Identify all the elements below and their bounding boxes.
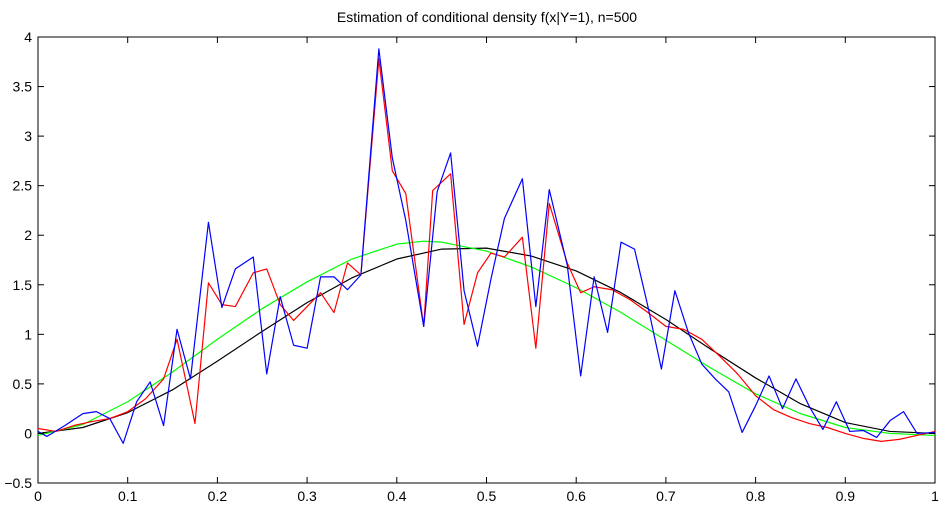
x-tick-label: 0.1 <box>118 488 138 504</box>
y-tick-label: 2.5 <box>13 178 33 194</box>
x-tick-label: 0.7 <box>656 488 676 504</box>
x-tick-label: 0.6 <box>566 488 586 504</box>
y-tick-label: 1.5 <box>13 277 33 293</box>
series-line-3 <box>37 48 936 444</box>
y-tick-label: 2 <box>24 227 32 243</box>
x-tick-label: 0.2 <box>208 488 228 504</box>
x-tick-label: 1 <box>931 488 939 504</box>
y-tick-label: 3 <box>24 128 32 144</box>
y-tick-label: 0 <box>24 425 32 441</box>
x-tick-label: 0.4 <box>387 488 407 504</box>
y-tick-label: 0.5 <box>13 376 33 392</box>
series-line-1 <box>37 240 936 437</box>
series-group <box>37 48 936 444</box>
y-tick-label: 3.5 <box>13 79 33 95</box>
y-axis: −0.5 0 0.5 1 1.5 2 2.5 3 3.5 4 <box>4 29 935 491</box>
y-tick-label: 1 <box>24 326 32 342</box>
x-tick-label: 0.5 <box>477 488 497 504</box>
x-tick-label: 0.3 <box>297 488 317 504</box>
y-tick-label: −0.5 <box>4 475 32 491</box>
x-axis: 0 0.1 0.2 0.3 0.4 0.5 0.6 0.7 0.8 0.9 1 <box>34 37 939 504</box>
series-line-0 <box>37 247 936 435</box>
y-tick-label: 4 <box>24 29 32 45</box>
series-line-2 <box>37 58 936 442</box>
x-tick-label: 0.9 <box>836 488 856 504</box>
chart-title: Estimation of conditional density f(x|Y=… <box>337 9 637 25</box>
x-tick-label: 0 <box>34 488 42 504</box>
x-tick-label: 0.8 <box>746 488 766 504</box>
